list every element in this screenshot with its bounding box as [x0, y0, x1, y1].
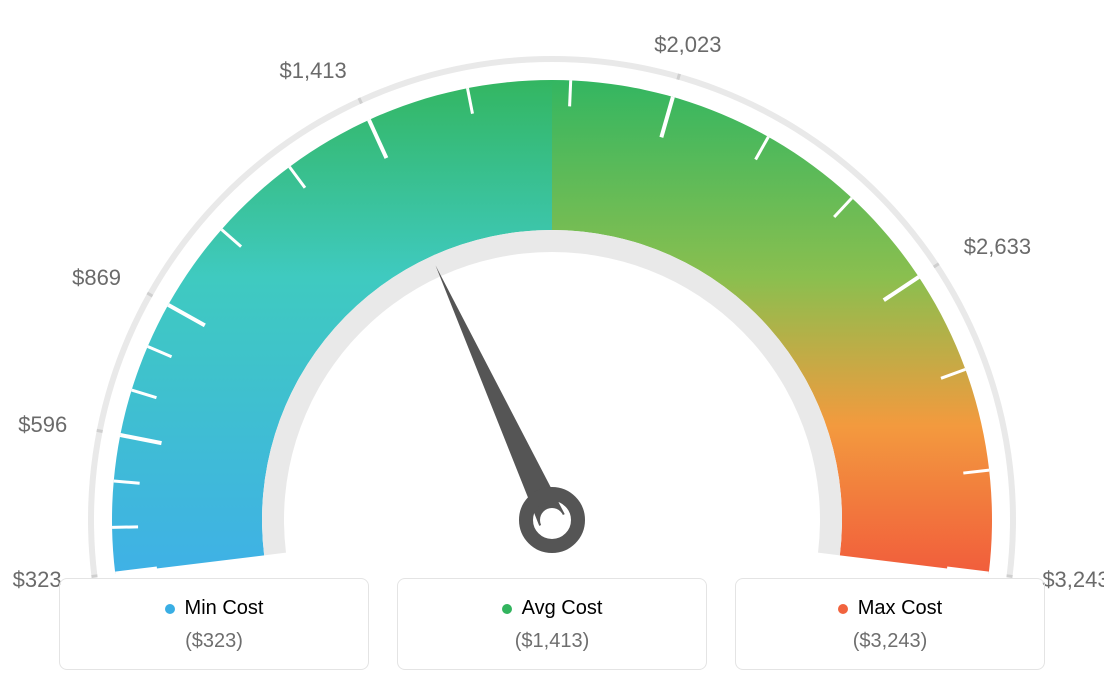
gauge-svg — [0, 20, 1104, 580]
legend-card-max: Max Cost ($3,243) — [735, 578, 1045, 670]
legend-value: ($323) — [70, 630, 358, 653]
gauge-tick-label: $1,413 — [279, 58, 346, 84]
legend-card-min: Min Cost ($323) — [59, 578, 369, 670]
dot-icon — [165, 604, 175, 614]
gauge-tick-label: $869 — [72, 265, 121, 291]
legend-title-avg: Avg Cost — [502, 597, 603, 620]
legend-card-avg: Avg Cost ($1,413) — [397, 578, 707, 670]
legend-value: ($3,243) — [746, 630, 1034, 653]
legend-label: Avg Cost — [522, 597, 603, 620]
legend-label: Max Cost — [858, 597, 942, 620]
legend-title-max: Max Cost — [838, 597, 942, 620]
gauge-tick-label: $2,633 — [964, 234, 1031, 260]
gauge-tick-label: $2,023 — [654, 32, 721, 58]
legend-title-min: Min Cost — [165, 597, 264, 620]
dot-icon — [502, 604, 512, 614]
legend-value: ($1,413) — [408, 630, 696, 653]
legend-label: Min Cost — [185, 597, 264, 620]
legend-row: Min Cost ($323) Avg Cost ($1,413) Max Co… — [0, 578, 1104, 670]
gauge-tick-label: $596 — [18, 412, 67, 438]
gauge-chart: $323$596$869$1,413$2,023$2,633$3,243 — [0, 0, 1104, 560]
dot-icon — [838, 604, 848, 614]
